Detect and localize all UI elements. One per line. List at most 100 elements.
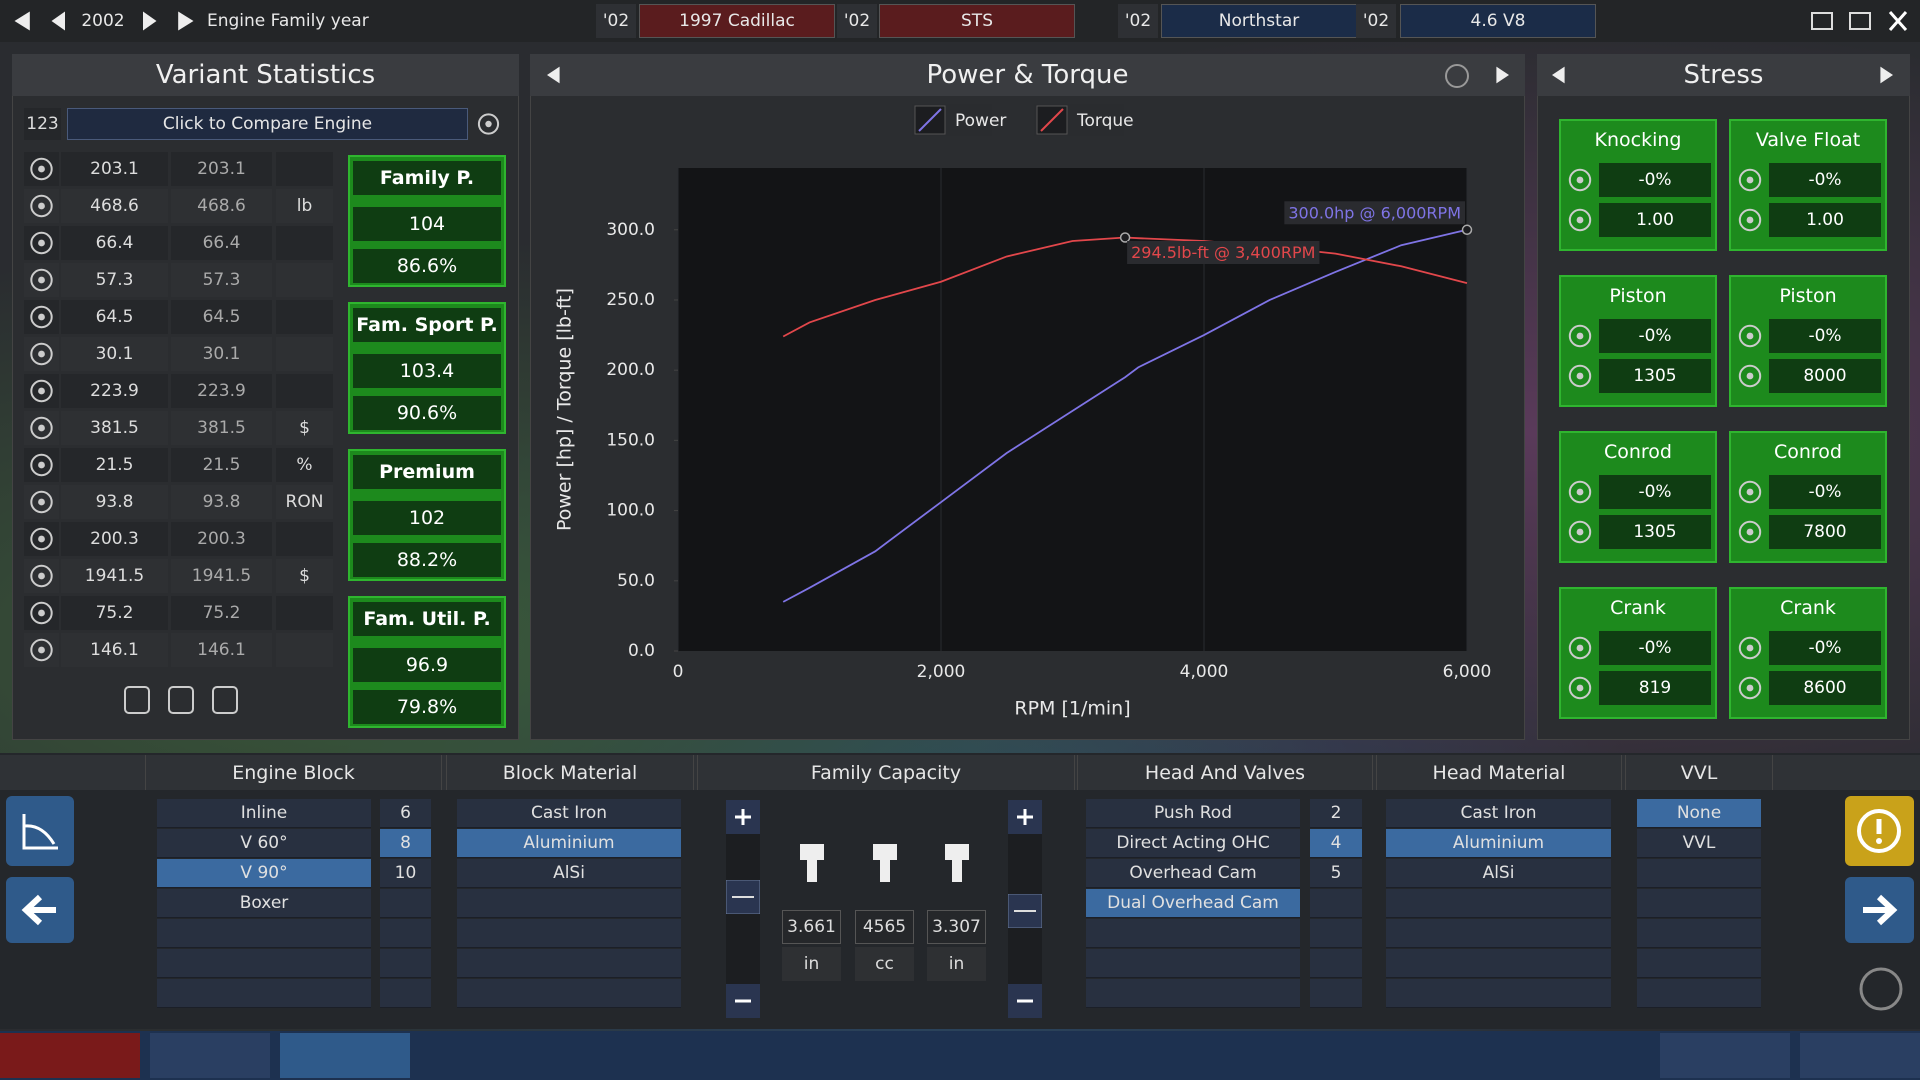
stress-icon [1738,364,1762,388]
option[interactable]: 10 [380,859,431,888]
stat-icon [30,268,53,292]
clear-button[interactable] [166,684,196,716]
score-value: 104 [353,207,501,241]
empty-slot [1386,949,1611,978]
stat-value: 1941.5 [61,559,168,593]
option[interactable]: Overhead Cam [1086,859,1300,888]
option[interactable]: Push Rod [1086,799,1300,828]
x-axis-label: RPM [1/min] [1014,698,1130,720]
stat-compare-value: 93.8 [171,485,272,519]
prev-year[interactable] [44,4,74,38]
section-header: Head And Valves [1077,755,1373,790]
empty-slot [380,949,431,978]
option[interactable]: Aluminium [457,829,681,858]
option[interactable]: Cast Iron [1386,799,1611,828]
stat-icon [30,379,53,403]
compare-id: 123 [24,108,61,140]
camera-button[interactable] [1806,6,1838,36]
stress-value: 1.00 [1769,203,1881,237]
stress-value: -0% [1769,163,1881,197]
option[interactable]: Aluminium [1386,829,1611,858]
compare-icon[interactable] [471,108,506,140]
report-button[interactable] [122,684,152,716]
option[interactable]: VVL [1637,829,1761,858]
option[interactable]: 5 [1310,859,1362,888]
decrease-button[interactable] [1008,984,1042,1018]
nav-tab[interactable] [280,1033,410,1078]
peak-annotation: 300.0hp @ 6,000RPM [1288,203,1461,222]
stress-label: Valve Float [1755,129,1861,151]
stat-icon [30,490,53,514]
next-year[interactable] [134,4,164,38]
reset-button[interactable] [210,684,240,716]
tab-name[interactable]: Northstar [1161,4,1357,38]
prev-year-fast[interactable] [6,4,40,38]
stat-icon [30,601,53,625]
chart-next[interactable] [1488,60,1516,90]
stat-compare-value: 57.3 [171,263,272,297]
chart-title: Power & Torque [926,60,1129,90]
tab-name[interactable]: 1997 Cadillac [639,4,835,38]
option[interactable]: 2 [1310,799,1362,828]
option[interactable]: 8 [380,829,431,858]
chart-prev[interactable] [540,60,568,90]
next-button[interactable] [1845,877,1914,943]
stat-compare-value: 64.5 [171,300,272,334]
empty-slot [157,919,371,948]
calculator-button[interactable] [1844,6,1876,36]
tab-name[interactable]: STS [879,4,1075,38]
nav-tab[interactable] [0,1033,140,1078]
empty-slot [1086,919,1300,948]
stat-unit [276,263,333,297]
option[interactable]: AlSi [457,859,681,888]
stat-value: 223.9 [61,374,168,408]
stress-value: 1305 [1599,515,1711,549]
capacity-value: 3.307 [927,910,986,944]
stress-prev[interactable] [1545,60,1573,90]
decrease-button[interactable] [726,984,760,1018]
stat-unit: lb [276,189,333,223]
slider-handle[interactable] [726,880,760,914]
y-tick-label: 100.0 [606,501,655,521]
option[interactable]: 4 [1310,829,1362,858]
stat-value: 200.3 [61,522,168,556]
option[interactable]: V 90° [157,859,371,888]
stat-icon [30,453,53,477]
nav-tab[interactable] [1660,1033,1790,1078]
nav-tab[interactable] [1800,1033,1920,1078]
option[interactable]: Cast Iron [457,799,681,828]
stress-next[interactable] [1872,60,1900,90]
empty-slot [157,949,371,978]
stat-unit [276,300,333,334]
option[interactable]: Boxer [157,889,371,918]
tab-name[interactable]: 4.6 V8 [1400,4,1596,38]
help-button[interactable] [1858,966,1904,1012]
graph-button[interactable] [6,796,74,866]
slider-handle[interactable] [1008,894,1042,928]
increase-button[interactable] [726,800,760,834]
score-label: Fam. Sport P. [353,308,501,342]
option[interactable]: Direct Acting OHC [1086,829,1300,858]
stress-icon [1568,520,1592,544]
chart-help[interactable] [1443,62,1471,90]
y-tick-label: 50.0 [617,571,655,591]
stat-unit [276,633,333,667]
back-button[interactable] [6,877,74,943]
displacement-icon [873,844,897,882]
option[interactable]: None [1637,799,1761,828]
option[interactable]: AlSi [1386,859,1611,888]
nav-tab[interactable] [150,1033,270,1078]
stat-value: 381.5 [61,411,168,445]
option[interactable]: Inline [157,799,371,828]
option[interactable]: V 60° [157,829,371,858]
next-year-fast[interactable] [168,4,202,38]
option[interactable]: 6 [380,799,431,828]
warning-button[interactable] [1845,796,1914,866]
compare-button[interactable]: Click to Compare Engine [67,108,468,140]
capacity-value: 3.661 [782,910,841,944]
option[interactable]: Dual Overhead Cam [1086,889,1300,918]
increase-button[interactable] [1008,800,1042,834]
close-button[interactable] [1882,6,1914,36]
empty-slot [380,889,431,918]
